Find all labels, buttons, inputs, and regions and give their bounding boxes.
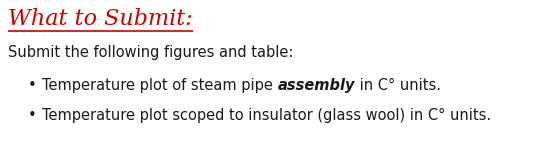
Text: Temperature plot of steam pipe: Temperature plot of steam pipe (42, 78, 278, 93)
Text: assembly: assembly (278, 78, 355, 93)
Text: Temperature plot scoped to insulator (glass wool) in C° units.: Temperature plot scoped to insulator (gl… (42, 108, 491, 123)
Text: What to Submit:: What to Submit: (8, 8, 193, 30)
Text: in C° units.: in C° units. (355, 78, 441, 93)
Text: Submit the following figures and table:: Submit the following figures and table: (8, 45, 293, 60)
Text: •: • (28, 78, 37, 93)
Text: •: • (28, 108, 37, 123)
